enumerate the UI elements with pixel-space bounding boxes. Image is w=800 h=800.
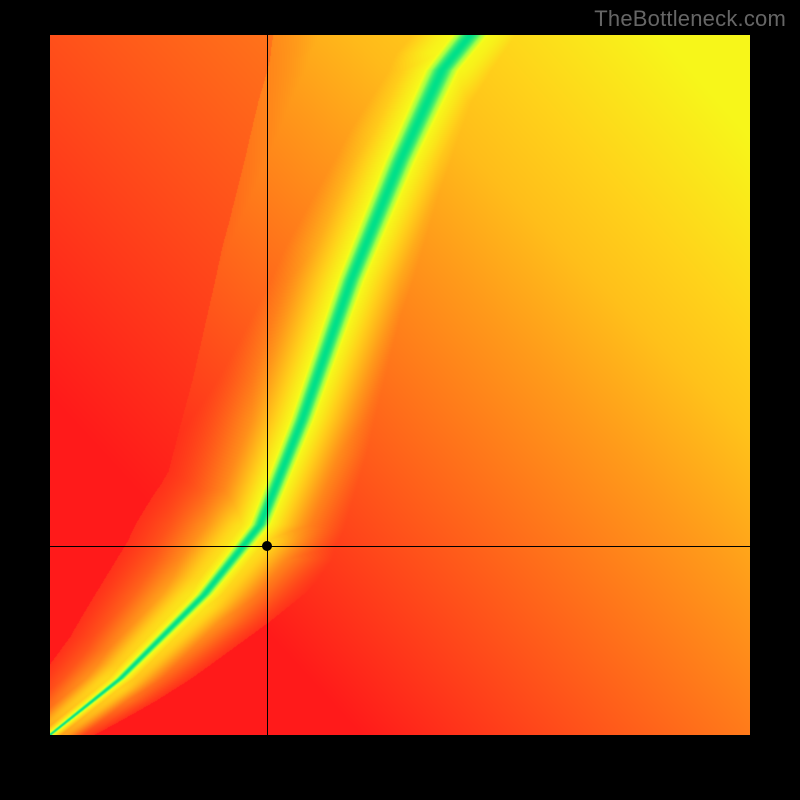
watermark-text: TheBottleneck.com xyxy=(594,6,786,32)
marker-point xyxy=(262,541,272,551)
chart-container: TheBottleneck.com xyxy=(0,0,800,800)
crosshair-horizontal xyxy=(50,546,750,547)
plot-area xyxy=(50,35,750,735)
crosshair-vertical xyxy=(267,35,268,735)
heatmap-canvas xyxy=(50,35,750,735)
